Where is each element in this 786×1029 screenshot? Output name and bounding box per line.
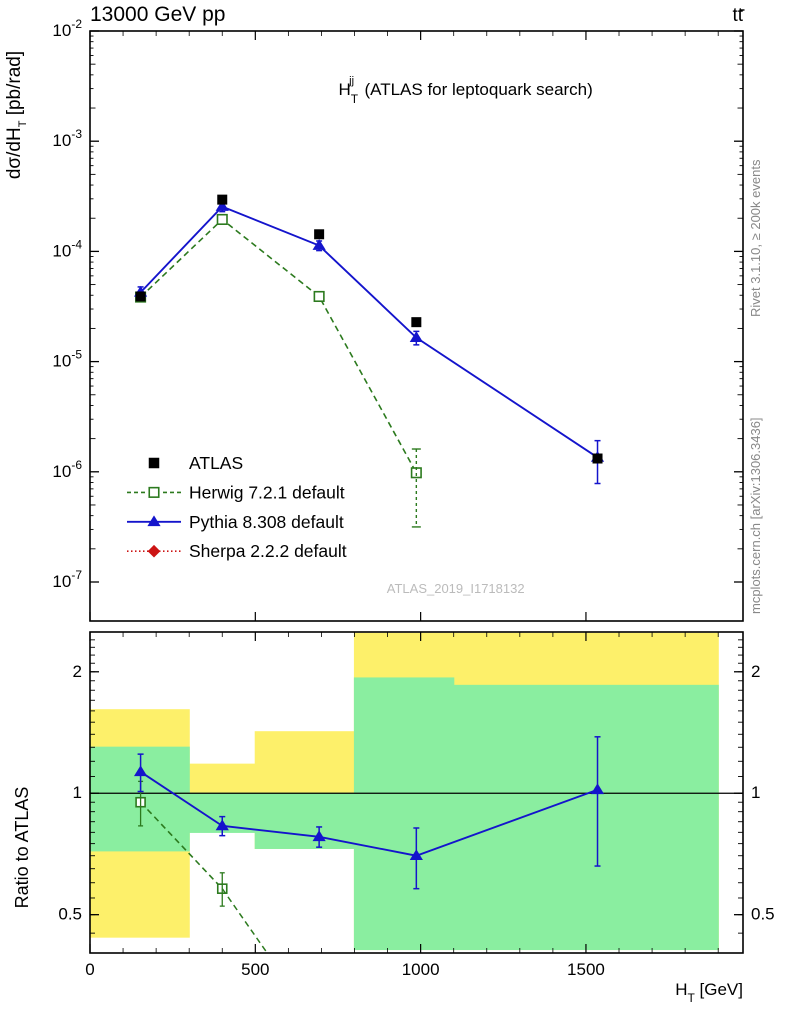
svg-text:Rivet 3.1.10, ≥ 200k events: Rivet 3.1.10, ≥ 200k events <box>748 159 763 317</box>
svg-text:Ratio to ATLAS: Ratio to ATLAS <box>12 787 32 909</box>
svg-text:1: 1 <box>73 783 82 802</box>
svg-text:ATLAS: ATLAS <box>189 453 243 473</box>
svg-text:HTjj (ATLAS for leptoquark se: HTjj (ATLAS for leptoquark search) <box>339 75 593 106</box>
svg-text:1000: 1000 <box>402 960 440 979</box>
svg-text:500: 500 <box>241 960 269 979</box>
svg-text:0.5: 0.5 <box>751 905 775 924</box>
svg-text:10-5: 10-5 <box>52 348 82 371</box>
svg-text:dσ/dHT [pb/rad]: dσ/dHT [pb/rad] <box>4 51 29 179</box>
svg-text:0.5: 0.5 <box>58 905 82 924</box>
svg-text:1500: 1500 <box>567 960 605 979</box>
svg-text:2: 2 <box>751 662 760 681</box>
svg-text:13000 GeV pp: 13000 GeV pp <box>90 3 225 26</box>
svg-text:0: 0 <box>85 960 94 979</box>
svg-text:2: 2 <box>73 662 82 681</box>
svg-text:10-3: 10-3 <box>52 127 82 150</box>
svg-text:10-2: 10-2 <box>52 17 82 40</box>
svg-text:Sherpa 2.2.2 default: Sherpa 2.2.2 default <box>189 541 347 561</box>
svg-text:1: 1 <box>751 783 760 802</box>
svg-text:ATLAS_2019_I1718132: ATLAS_2019_I1718132 <box>387 581 525 596</box>
svg-text:Herwig 7.2.1 default: Herwig 7.2.1 default <box>189 482 345 502</box>
svg-text:Pythia 8.308 default: Pythia 8.308 default <box>189 512 344 532</box>
svg-text:HT [GeV]: HT [GeV] <box>675 980 743 1005</box>
svg-text:10-4: 10-4 <box>52 237 82 260</box>
svg-text:tt: tt <box>732 5 743 26</box>
svg-text:10-7: 10-7 <box>52 568 82 591</box>
svg-text:mcplots.cern.ch [arXiv:1306.34: mcplots.cern.ch [arXiv:1306.3436] <box>748 417 763 614</box>
svg-text:10-6: 10-6 <box>52 458 82 481</box>
